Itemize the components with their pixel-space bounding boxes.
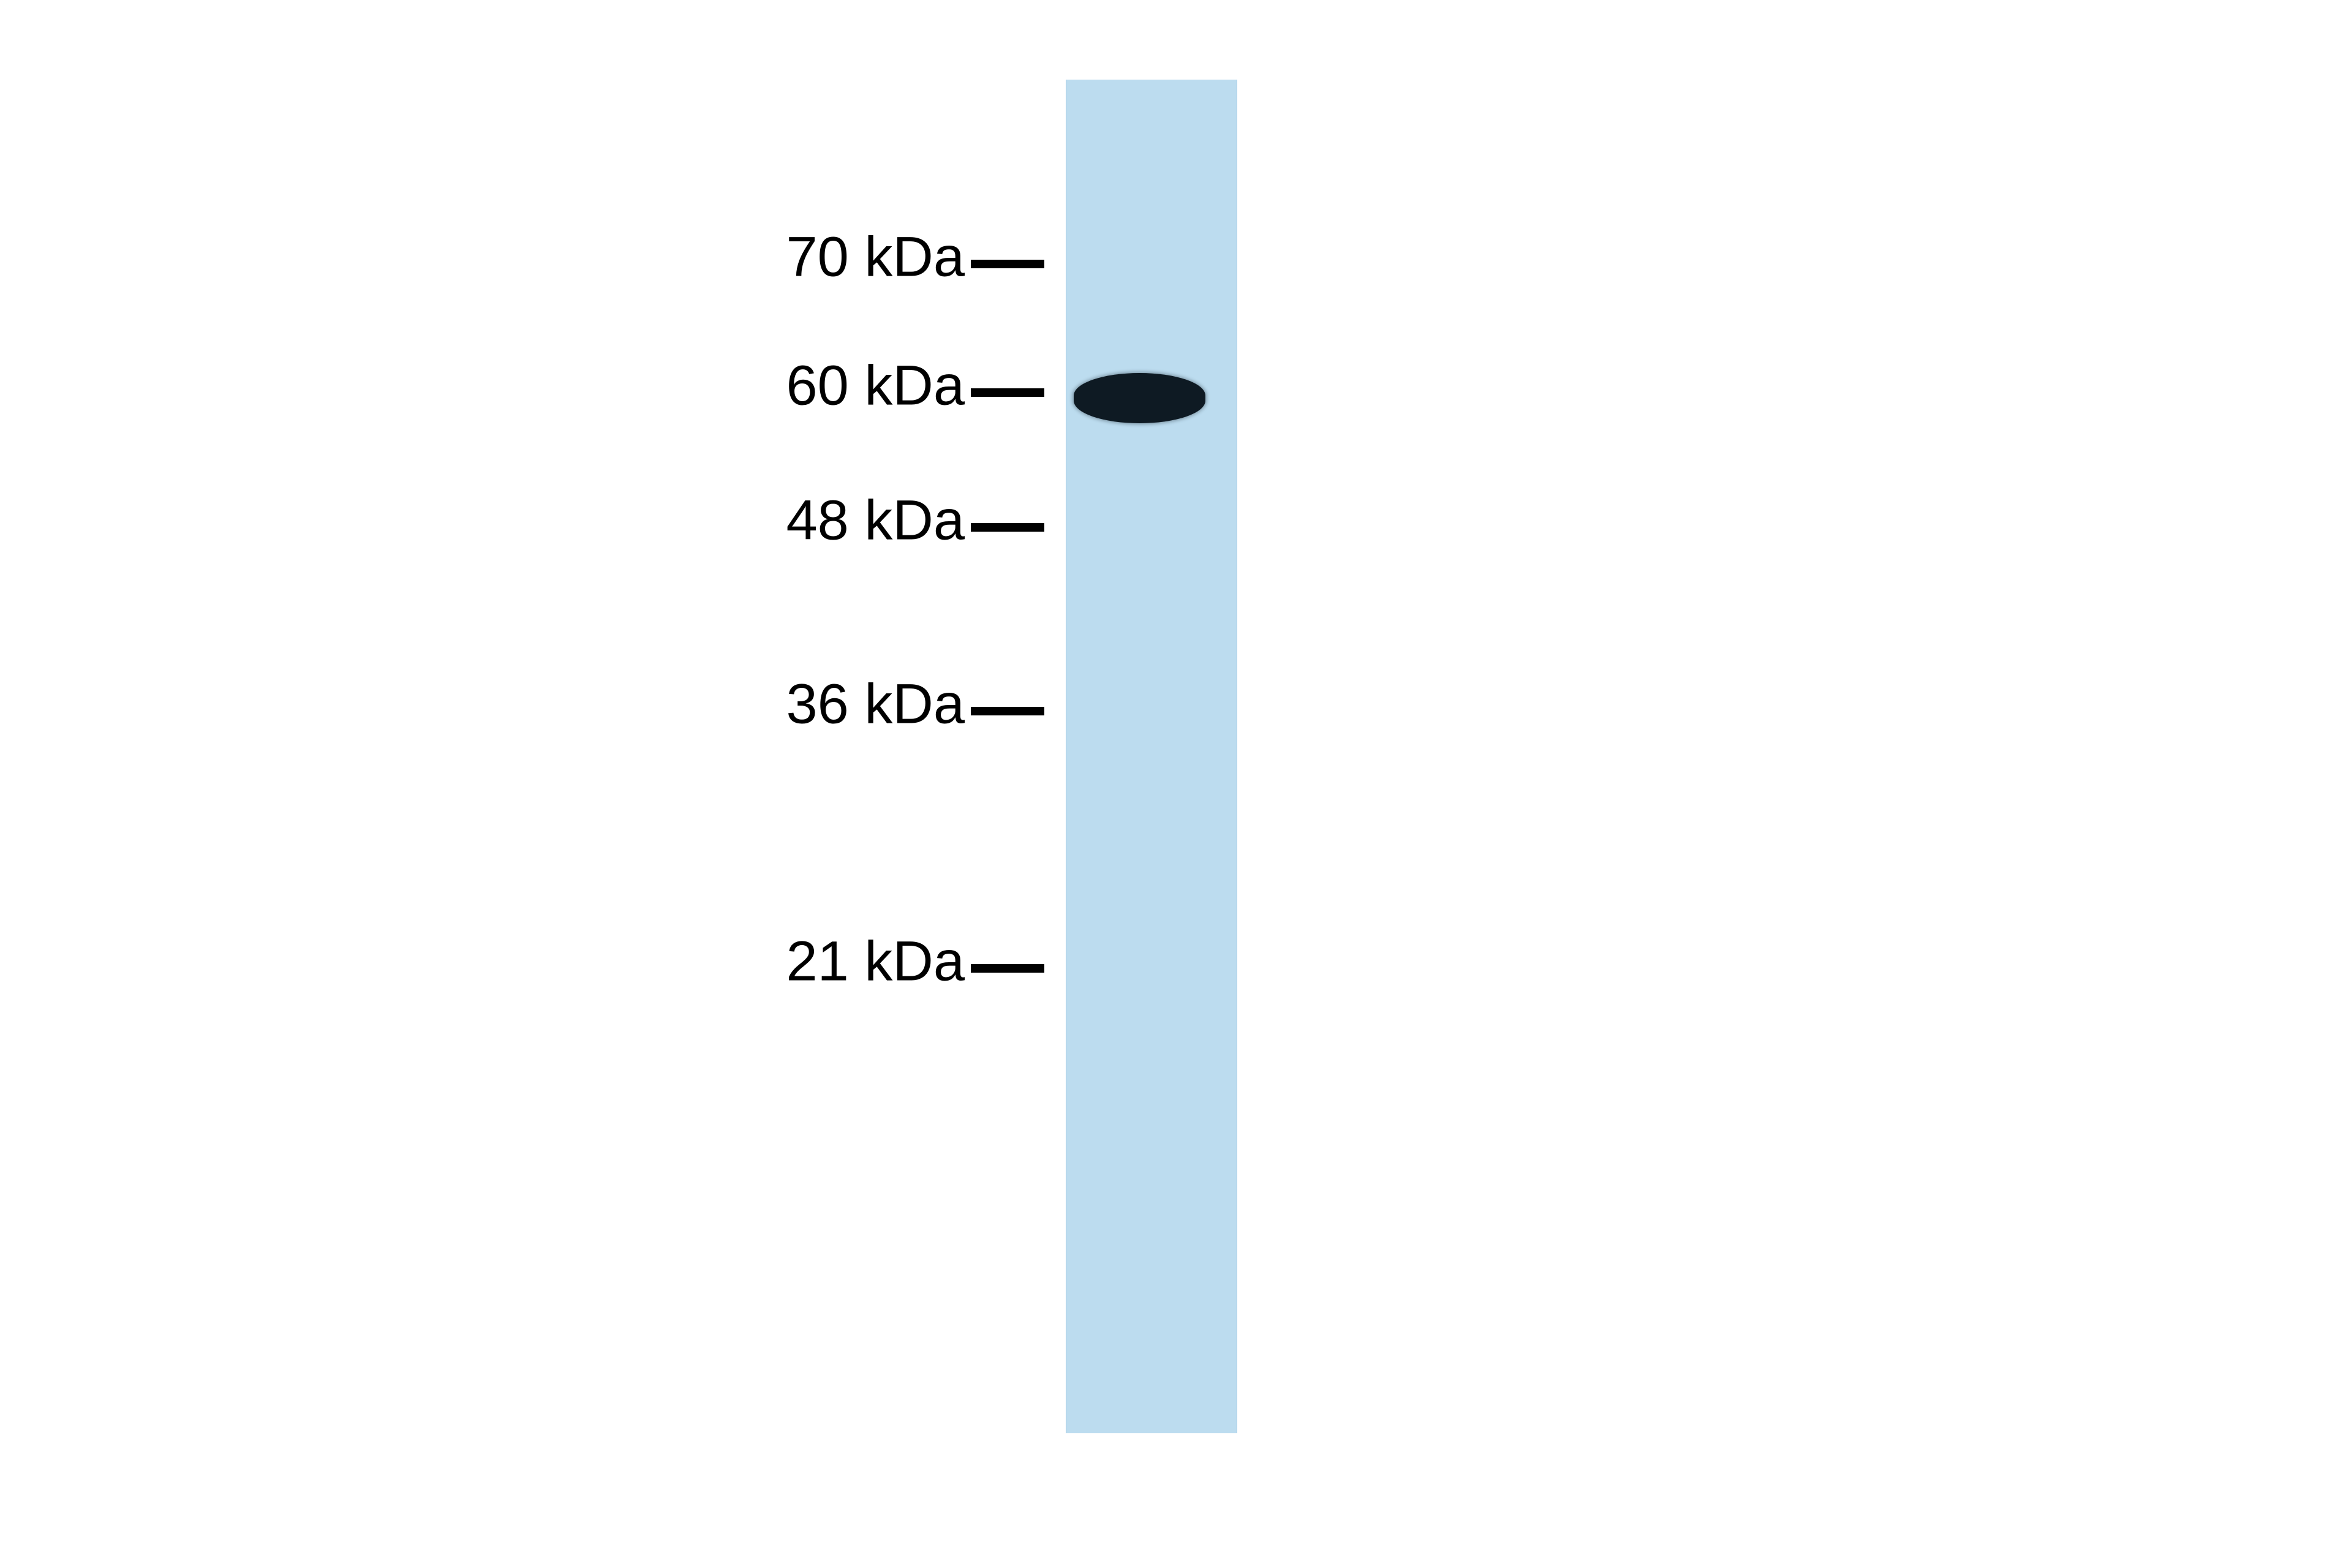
marker-label-text: 48 kDa xyxy=(786,489,965,552)
marker-label-text: 60 kDa xyxy=(786,355,965,417)
marker-tick-60 xyxy=(971,388,1044,397)
marker-tick-48 xyxy=(971,523,1044,532)
marker-label-60: 60 kDa xyxy=(786,354,965,418)
marker-label-text: 70 kDa xyxy=(786,226,965,288)
marker-tick-36 xyxy=(971,707,1044,715)
blot-container: 70 kDa 60 kDa 48 kDa 36 kDa 21 kDa xyxy=(0,0,2352,1568)
marker-tick-21 xyxy=(971,964,1044,973)
marker-label-48: 48 kDa xyxy=(786,489,965,553)
marker-label-21: 21 kDa xyxy=(786,930,965,994)
marker-tick-70 xyxy=(971,260,1044,268)
marker-label-text: 21 kDa xyxy=(786,930,965,993)
marker-label-36: 36 kDa xyxy=(786,673,965,737)
marker-label-text: 36 kDa xyxy=(786,673,965,736)
blot-lane xyxy=(1066,80,1237,1433)
marker-label-70: 70 kDa xyxy=(786,225,965,290)
protein-band-60kda xyxy=(1074,373,1205,423)
